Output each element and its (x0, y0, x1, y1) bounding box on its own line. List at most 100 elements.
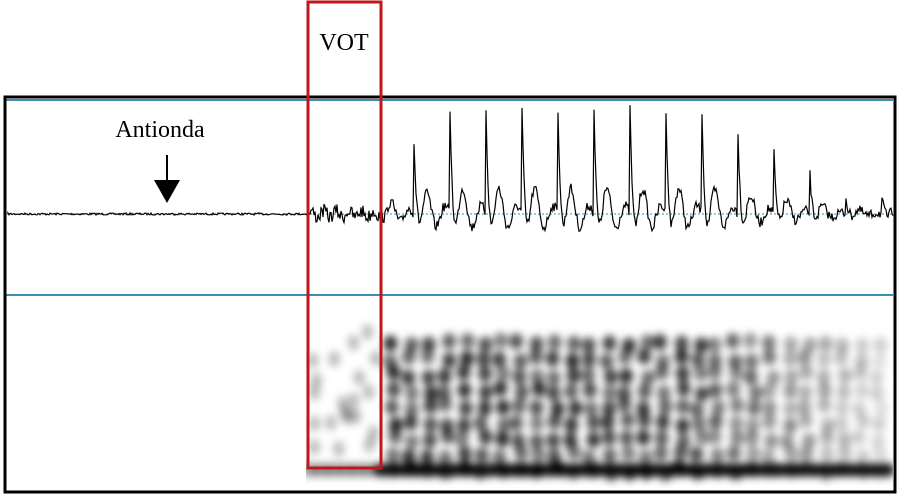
spectrogram-blob (404, 337, 419, 354)
spectrogram-blob (708, 413, 723, 430)
spectrogram-blob (440, 428, 455, 445)
spectrogram-blob (762, 413, 777, 430)
spectrogram-blob (603, 368, 618, 385)
spectrogram-blob (783, 400, 798, 417)
spectrogram-blob (547, 334, 562, 351)
spectrogram-blob (853, 364, 868, 381)
spectrogram-blob (674, 348, 689, 365)
spectrogram-blob (531, 446, 546, 463)
spectrogram-blob (783, 336, 798, 353)
spectrogram-blob (477, 365, 492, 382)
spectrogram-blob (477, 400, 492, 417)
spectrogram-blob (423, 397, 438, 414)
spectrogram-blob (493, 380, 508, 397)
spectrogram-blob (600, 414, 615, 431)
spectrogram-blob (838, 367, 853, 384)
spectrogram-blob (602, 429, 617, 446)
spectrogram-blob (457, 417, 472, 434)
spectrogram-blob (509, 414, 524, 431)
spectrogram-blob (420, 348, 435, 365)
spectrogram-blob (743, 332, 758, 349)
spectrogram-blob (310, 372, 323, 389)
spectrogram-blob (707, 428, 722, 445)
spectrogram-blob (361, 323, 374, 340)
spectrogram-blob (746, 445, 761, 462)
spectrogram-blob (834, 349, 849, 366)
spectrogram-blob (388, 416, 403, 433)
spectrogram-blob (473, 415, 488, 432)
spectrogram-blob (711, 399, 726, 416)
spectrogram-blob (817, 351, 832, 368)
spectrogram-blob (347, 392, 360, 409)
spectrogram-blob (655, 413, 670, 430)
spectrogram-blob (855, 448, 870, 465)
spectrogram-blob (621, 445, 636, 462)
spectrogram-blob (871, 415, 886, 432)
spectrogram-blob (872, 353, 887, 370)
spectrogram-blob (564, 383, 579, 400)
spectrogram-blob (423, 385, 438, 402)
spectrogram-blob (339, 405, 352, 422)
spectrogram-blob (654, 445, 669, 462)
spectrogram-blob (619, 429, 634, 446)
spectrogram-blob (514, 444, 529, 461)
spectrogram-blob (637, 348, 652, 365)
spectrogram-blob (766, 369, 781, 386)
spectrogram-blob (783, 350, 798, 367)
spectrogram-blob (726, 381, 741, 398)
spectrogram-blob (820, 417, 835, 434)
spectrogram-blob (460, 332, 475, 349)
spectrogram-blob (496, 365, 511, 382)
spectrogram-blob (369, 350, 382, 367)
figure-frame (3, 95, 897, 494)
spectrogram-blob (637, 412, 652, 429)
spectrogram-blob (529, 415, 544, 432)
spectrogram-blob (784, 368, 799, 385)
spectrogram-blob (421, 336, 436, 353)
spectrogram-blob (761, 334, 776, 351)
spectrogram-blob (675, 365, 690, 382)
spectrogram-blob (619, 368, 634, 385)
spectrogram-blob (324, 414, 337, 431)
spectrogram-blob (478, 384, 493, 401)
spectrogram-blob (420, 449, 435, 466)
spectrogram-blob (601, 401, 616, 418)
spectrogram-blob (567, 444, 582, 461)
spectrogram-blob (511, 398, 526, 415)
spectrogram-blob (819, 429, 834, 446)
spectrogram-blob (442, 333, 457, 350)
spectrogram-blob (707, 364, 722, 381)
spectrogram-blob (744, 353, 759, 370)
spectrogram-blob (835, 337, 850, 354)
spectrogram-blob (708, 382, 723, 399)
spectrogram-blob (529, 433, 544, 450)
spectrogram-blob (474, 447, 489, 464)
spectrogram-blob (871, 433, 886, 450)
spectrogram-blob (493, 332, 508, 349)
spectrogram-blob (386, 447, 401, 464)
spectrogram-blob (528, 348, 543, 365)
spectrogram-blob (496, 417, 511, 434)
spectrogram-blob (437, 384, 452, 401)
spectrogram-blob (673, 444, 688, 461)
spectrogram-blob (529, 368, 544, 385)
spectrogram-blob (476, 351, 491, 368)
spectrogram-blob (675, 398, 690, 415)
spectrogram-blob (783, 417, 798, 434)
spectrogram-blob (870, 385, 885, 402)
spectrogram-blob (730, 429, 745, 446)
spectrogram-blob (599, 353, 614, 370)
spectrogram-blob (566, 367, 581, 384)
spectrogram-blob (566, 335, 581, 352)
spectrogram-blob (353, 369, 366, 386)
spectrogram-blob (658, 398, 673, 415)
spectrogram-blob (362, 383, 375, 400)
spectrogram-blob (620, 412, 635, 429)
spectrogram-blob (550, 400, 565, 417)
spectrogram-blob (308, 415, 321, 432)
spectrogram-blob (617, 385, 632, 402)
spectrogram-blob (707, 336, 722, 353)
spectrogram-blob (496, 399, 511, 416)
spectrogram-blob (784, 445, 799, 462)
